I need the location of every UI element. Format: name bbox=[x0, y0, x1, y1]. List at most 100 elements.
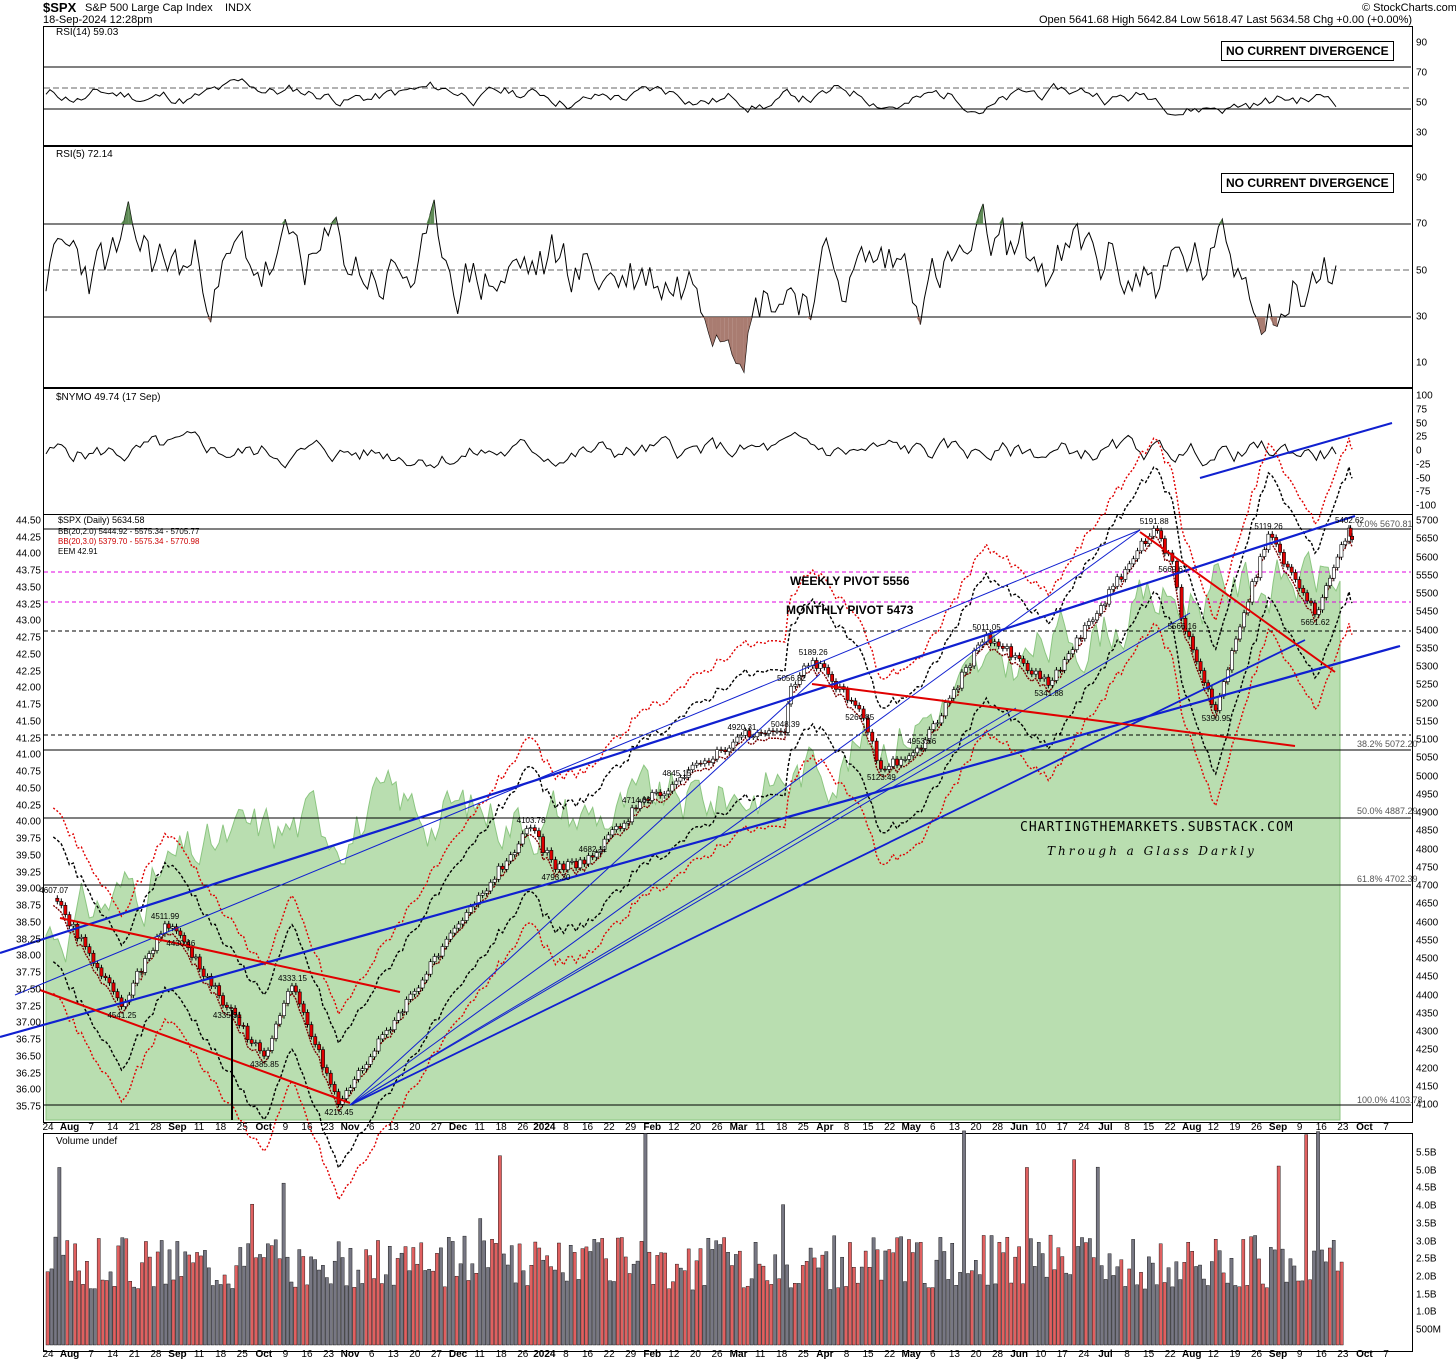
volume-bar bbox=[993, 1283, 998, 1346]
rsi5-overbought-fill bbox=[332, 217, 337, 224]
eem-tick: 38.50 bbox=[15, 917, 41, 929]
volume-bar bbox=[462, 1235, 467, 1346]
price-tick: 5000 bbox=[1416, 771, 1439, 782]
candle bbox=[662, 793, 667, 797]
rsi5-oversold-fill bbox=[747, 317, 752, 333]
nymo-label: $NYMO 49.74 (17 Sep) bbox=[56, 392, 161, 403]
candle bbox=[1159, 530, 1164, 539]
volume-bar bbox=[1001, 1252, 1006, 1346]
candle bbox=[1046, 676, 1051, 686]
x-tick: 22 bbox=[884, 1349, 896, 1360]
volume-bar bbox=[553, 1269, 557, 1346]
candle bbox=[1285, 563, 1290, 568]
candle bbox=[1058, 669, 1063, 672]
candle bbox=[834, 681, 838, 690]
volume-bar bbox=[903, 1281, 907, 1346]
rsi5-overbought-fill bbox=[328, 222, 333, 224]
candle bbox=[1187, 631, 1192, 637]
volume-bar bbox=[155, 1251, 160, 1346]
candle bbox=[1119, 576, 1124, 580]
eem-tick: 44.25 bbox=[15, 532, 41, 544]
candle bbox=[578, 859, 583, 869]
volume-bar bbox=[69, 1280, 73, 1346]
candle bbox=[448, 932, 453, 940]
candle bbox=[1151, 528, 1156, 537]
volume-bar bbox=[458, 1263, 463, 1346]
x-tick: Jul bbox=[1098, 1122, 1113, 1133]
x-tick: 28 bbox=[991, 1349, 1004, 1360]
volume-bar bbox=[741, 1287, 746, 1346]
rsi14-divergence-note: NO CURRENT DIVERGENCE bbox=[1221, 41, 1394, 61]
symbol: $SPX bbox=[43, 0, 77, 15]
volume-bar bbox=[360, 1283, 365, 1346]
x-tick: 23 bbox=[322, 1122, 335, 1133]
volume-bar bbox=[1154, 1284, 1159, 1346]
volume-bar bbox=[738, 1250, 742, 1346]
x-tick: 24 bbox=[42, 1349, 54, 1360]
volume-bar bbox=[1320, 1249, 1324, 1346]
price-tick: 4500 bbox=[1416, 953, 1439, 965]
x-tick: 25 bbox=[236, 1122, 248, 1133]
trend-line bbox=[349, 639, 1306, 1106]
volume-bar bbox=[836, 1287, 840, 1346]
pivot-annotation: 5189.26 bbox=[798, 648, 828, 658]
volume-bar bbox=[159, 1240, 164, 1346]
x-tick: 17 bbox=[1056, 1349, 1068, 1360]
pivot-annotation: 4541.25 bbox=[107, 1010, 137, 1020]
price-tick: 5400 bbox=[1416, 625, 1439, 636]
price-tick: 4100 bbox=[1416, 1099, 1439, 1111]
nymo-tick: -100 bbox=[1416, 500, 1437, 512]
volume-bar bbox=[1300, 1280, 1305, 1346]
x-tick: 16 bbox=[301, 1349, 313, 1360]
candle bbox=[356, 1070, 361, 1080]
volume-bar bbox=[340, 1257, 345, 1346]
candle bbox=[420, 979, 425, 989]
volume-bar bbox=[1029, 1238, 1033, 1346]
volume-bar bbox=[812, 1257, 817, 1346]
volume-bar bbox=[1170, 1286, 1175, 1346]
volume-bar bbox=[726, 1252, 730, 1346]
pivot-annotation: 5264.85 bbox=[845, 712, 875, 722]
x-tick: Sep bbox=[168, 1349, 187, 1360]
volume-bar bbox=[875, 1249, 880, 1346]
candle bbox=[634, 807, 638, 810]
volume-bar bbox=[1237, 1286, 1242, 1346]
candle bbox=[1339, 544, 1344, 558]
candle bbox=[630, 807, 635, 823]
candle bbox=[1162, 538, 1167, 554]
pivot-annotation: 5566.16 bbox=[1167, 622, 1197, 632]
candle bbox=[63, 905, 68, 915]
rsi5-oversold-fill bbox=[700, 317, 705, 319]
candle bbox=[1210, 688, 1214, 705]
x-tick: Nov bbox=[340, 1122, 360, 1133]
candle bbox=[853, 700, 858, 706]
price-tick: 5450 bbox=[1416, 606, 1439, 618]
x-tick: 18 bbox=[776, 1349, 788, 1360]
x-tick: 20 bbox=[409, 1349, 421, 1360]
candle bbox=[1238, 626, 1242, 640]
candle bbox=[151, 950, 155, 954]
volume-bar bbox=[592, 1239, 597, 1346]
pivot-annotation: 4103.78 bbox=[516, 815, 546, 825]
x-tick: Oct bbox=[255, 1122, 273, 1133]
x-tick: 16 bbox=[581, 1122, 594, 1133]
volume-bar bbox=[895, 1237, 899, 1346]
candle bbox=[266, 1050, 270, 1057]
volume-bar bbox=[395, 1258, 400, 1346]
volume-bar bbox=[675, 1263, 679, 1346]
volume-bar bbox=[513, 1282, 518, 1346]
volume-tick: 2.5B bbox=[1416, 1253, 1437, 1265]
volume-bar bbox=[1123, 1286, 1128, 1346]
volume-bar bbox=[1088, 1238, 1092, 1346]
volume-bar bbox=[702, 1285, 707, 1346]
volume-bar bbox=[454, 1275, 459, 1346]
volume-bar bbox=[1068, 1274, 1073, 1346]
candle bbox=[293, 985, 298, 993]
candle bbox=[903, 759, 908, 761]
candle bbox=[702, 760, 707, 764]
price-tick: 5350 bbox=[1416, 643, 1439, 655]
nymo-tick: 50 bbox=[1416, 418, 1428, 429]
candle bbox=[678, 777, 683, 782]
candle bbox=[1258, 556, 1263, 578]
